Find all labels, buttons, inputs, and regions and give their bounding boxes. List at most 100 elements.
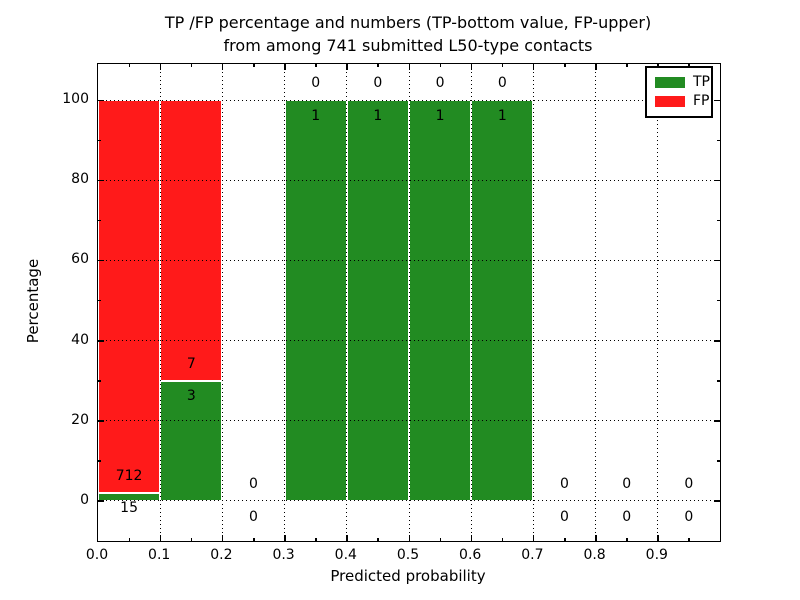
y-axis-tick-right [717,219,720,222]
x-axis-tick-top [346,64,348,70]
x-axis-tick-top [408,64,410,70]
x-axis-tick [253,538,255,541]
gridline-vertical [470,64,472,541]
gridline-horizontal [98,99,720,101]
y-axis-tick-right [714,99,720,102]
fp-count-label: 0 [560,476,569,493]
x-axis-tick-top [439,64,442,67]
x-axis-tick-top [284,64,286,70]
tp-count-label: 0 [684,508,694,525]
legend-swatch-fp [655,96,685,107]
x-axis-tick-top [190,64,193,67]
y-axis-tick [98,139,101,142]
x-tick-label: 0.6 [459,547,482,563]
x-axis-tick-top [315,64,317,67]
gridline-vertical [221,64,223,541]
x-tick-label: 0.8 [583,547,606,563]
ticks-layer [98,64,720,541]
x-tick-label: 0.0 [85,547,109,563]
tp-count-label: 3 [186,388,196,405]
x-axis-tick [128,538,131,541]
gridline-vertical [284,64,286,541]
tp-count-label: 0 [622,508,632,525]
x-axis-tick [532,535,535,541]
x-axis-tick [315,538,317,541]
gridline-vertical [346,64,348,541]
y-axis-tick [98,99,104,102]
tp-count-label: 1 [497,107,507,124]
x-axis-tick [221,535,224,541]
bar-segment-tp [471,100,534,501]
y-axis-tick [98,460,101,462]
x-tick-label: 0.4 [334,547,357,563]
y-tick-label: 80 [71,171,89,188]
gridline-vertical [408,64,410,541]
gridline-vertical [159,64,161,541]
y-axis-tick [98,500,104,502]
gridline-horizontal [98,420,720,422]
x-tick-label: 0.1 [148,547,171,563]
y-tick-label: 100 [62,91,89,108]
y-axis-tick [98,259,104,262]
tp-count-label: 1 [435,107,445,124]
gridline-horizontal [98,500,720,502]
chart-title-line1: TP /FP percentage and numbers (TP-bottom… [164,13,652,32]
y-tick-label: 20 [71,411,89,428]
fp-count-label: 0 [497,75,507,92]
y-axis-tick [98,179,104,182]
x-axis-tick-top [221,64,224,70]
x-tick-label: 0.9 [645,547,668,563]
x-tick-label: 0.2 [210,547,233,563]
fp-count-label: 712 [115,467,143,484]
gridline-vertical [595,64,597,541]
plot-area: 712 15 7 3 0 0 0 1 0 1 0 1 0 1 0 0 0 0 0 0 [97,63,721,542]
gridline-horizontal [98,340,720,342]
chart-title: TP /FP percentage and numbers (TP-bottom… [58,11,758,57]
y-tick-label: 0 [80,491,89,508]
tp-count-label: 0 [249,508,258,525]
legend-item: FP [655,92,711,111]
x-axis-tick-top [626,64,628,67]
grid-layer [98,64,720,541]
y-axis-tick-right [714,340,720,342]
fp-count-label: 7 [186,355,196,372]
y-axis-tick-right [717,460,720,462]
x-axis-tick-top [532,64,535,70]
x-axis-tick-top [253,64,255,67]
y-axis-tick [98,380,101,382]
x-axis-tick-top [564,64,566,67]
x-axis-tick [439,538,442,541]
x-axis-tick [284,535,286,541]
gridline-horizontal [98,179,720,181]
y-axis-tick-right [717,380,720,382]
x-tick-label: 0.5 [396,547,420,563]
y-axis-tick [98,420,104,422]
tp-count-label: 0 [560,508,569,525]
y-axis-tick [98,299,101,302]
x-axis-tick [159,535,162,541]
y-axis-tick [98,340,104,342]
x-axis-tick-top [159,64,162,70]
tp-count-label: 1 [373,107,383,124]
y-axis-tick-right [714,259,720,262]
gridline-horizontal [98,259,720,261]
bar-segment-fp [160,100,223,381]
bar-segment-tp [409,100,472,501]
legend: TP FP [645,66,713,118]
fp-count-label: 0 [435,75,445,92]
fp-count-label: 0 [684,476,694,493]
x-tick-label: 0.3 [272,547,295,563]
bar-segment-fp [98,100,161,493]
fp-count-label: 0 [622,476,632,493]
y-tick-label: 60 [71,251,89,268]
annotations-layer: 712 15 7 3 0 0 0 1 0 1 0 1 0 1 0 0 0 0 0 0 [98,64,720,541]
tp-count-label: 15 [120,500,138,517]
bar-segment-tp [346,100,409,501]
legend-swatch-tp [655,77,685,88]
legend-label: FP [693,93,710,109]
x-axis-tick [190,538,193,541]
gridline-vertical [532,64,534,541]
y-axis-label: Percentage [24,258,42,344]
x-axis-tick-top [128,64,131,67]
